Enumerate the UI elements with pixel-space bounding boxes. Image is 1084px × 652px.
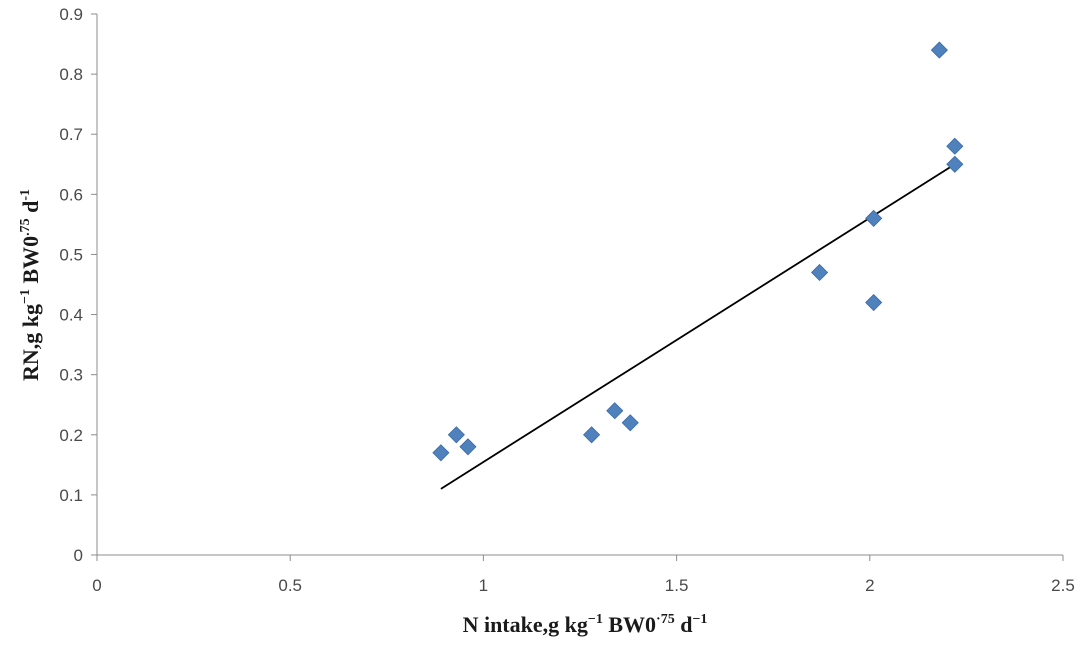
y-tick-label: 0.6 bbox=[59, 185, 83, 204]
axis-title-superscript: −1 bbox=[588, 612, 603, 627]
data-point bbox=[459, 438, 477, 456]
y-axis-ticks: 0 0.1 0.2 0.3 0.4 0.5 0.6 0.7 0.8 0.9 bbox=[59, 5, 97, 565]
trendline bbox=[440, 163, 956, 490]
y-tick-label: 0 bbox=[74, 546, 83, 565]
x-tick-label: 2.5 bbox=[1051, 576, 1075, 595]
x-axis-ticks: 0 0.5 1 1.5 2 2.5 bbox=[92, 555, 1075, 595]
axis-title-superscript: -1 bbox=[18, 189, 33, 201]
axis-title-text: BW0 bbox=[18, 236, 43, 289]
data-point bbox=[621, 414, 639, 432]
y-tick-label: 0.3 bbox=[59, 366, 83, 385]
data-point bbox=[865, 209, 883, 227]
data-points bbox=[432, 41, 964, 462]
x-tick-label: 1.5 bbox=[665, 576, 689, 595]
y-tick-label: 0.4 bbox=[59, 306, 83, 325]
data-point bbox=[930, 41, 948, 59]
data-point bbox=[946, 137, 964, 155]
data-point bbox=[865, 293, 883, 312]
data-point bbox=[432, 444, 450, 462]
data-point bbox=[811, 263, 829, 282]
x-tick-label: 1 bbox=[479, 576, 488, 595]
y-tick-label: 0.8 bbox=[59, 65, 83, 84]
y-tick-label: 0.9 bbox=[59, 5, 83, 24]
data-point bbox=[946, 155, 964, 173]
data-point bbox=[606, 402, 624, 420]
x-axis-title: N intake,g kg−1 BW0·75 d−1 bbox=[463, 612, 708, 637]
axis-title-text: d bbox=[675, 612, 693, 637]
y-tick-label: 0.7 bbox=[59, 125, 83, 144]
axes bbox=[96, 14, 1063, 556]
axis-title-superscript: ·75 bbox=[656, 612, 675, 627]
axis-title-superscript: .75 bbox=[18, 218, 33, 236]
x-tick-label: 0.5 bbox=[278, 576, 302, 595]
axis-title-superscript: −1 bbox=[18, 289, 33, 304]
data-point bbox=[447, 426, 465, 444]
axis-title-text: N intake,g kg bbox=[463, 612, 588, 637]
y-tick-label: 0.2 bbox=[59, 426, 83, 445]
y-tick-label: 0.5 bbox=[59, 245, 83, 264]
axis-title-text: d bbox=[18, 201, 43, 219]
y-axis-title: RN,g kg−1 BW0.75 d-1 bbox=[18, 189, 43, 381]
y-tick-label: 0.1 bbox=[59, 486, 83, 505]
axis-title-superscript: −1 bbox=[692, 612, 707, 627]
axis-title-text: RN,g kg bbox=[18, 304, 43, 381]
x-tick-label: 0 bbox=[92, 576, 101, 595]
x-tick-label: 2 bbox=[865, 576, 874, 595]
axis-title-text: BW0 bbox=[603, 612, 656, 637]
trendline-group bbox=[440, 163, 956, 490]
data-point bbox=[583, 426, 601, 444]
